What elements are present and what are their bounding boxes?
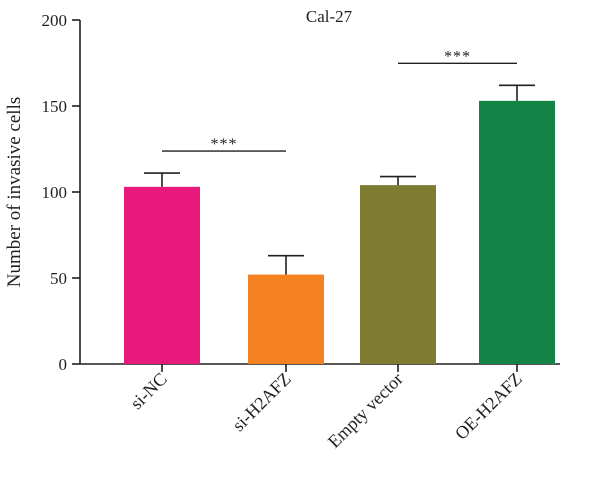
bar	[124, 186, 200, 364]
chart-title: Cal-27	[306, 7, 353, 26]
bar	[248, 274, 324, 364]
x-category-label: si-NC	[126, 369, 171, 414]
x-category-label: OE-H2AFZ	[451, 369, 526, 444]
y-tick-label: 150	[42, 97, 68, 116]
y-axis-label: Number of invasive cells	[4, 97, 25, 287]
x-category-label: Empty vector	[324, 369, 407, 452]
plot-area: 0 50 100 150 200 si-NC si-H2AFZ Empty vector OE-…	[42, 11, 560, 452]
bar	[360, 185, 436, 364]
significance-label: ***	[211, 136, 238, 153]
y-tick-label: 100	[42, 183, 68, 202]
bar	[479, 100, 555, 364]
y-tick-label: 50	[50, 269, 67, 288]
x-category-label: si-H2AFZ	[228, 369, 294, 435]
significance-label: ***	[444, 48, 471, 65]
y-tick-label: 200	[42, 11, 68, 30]
y-tick-label: 0	[59, 355, 68, 374]
